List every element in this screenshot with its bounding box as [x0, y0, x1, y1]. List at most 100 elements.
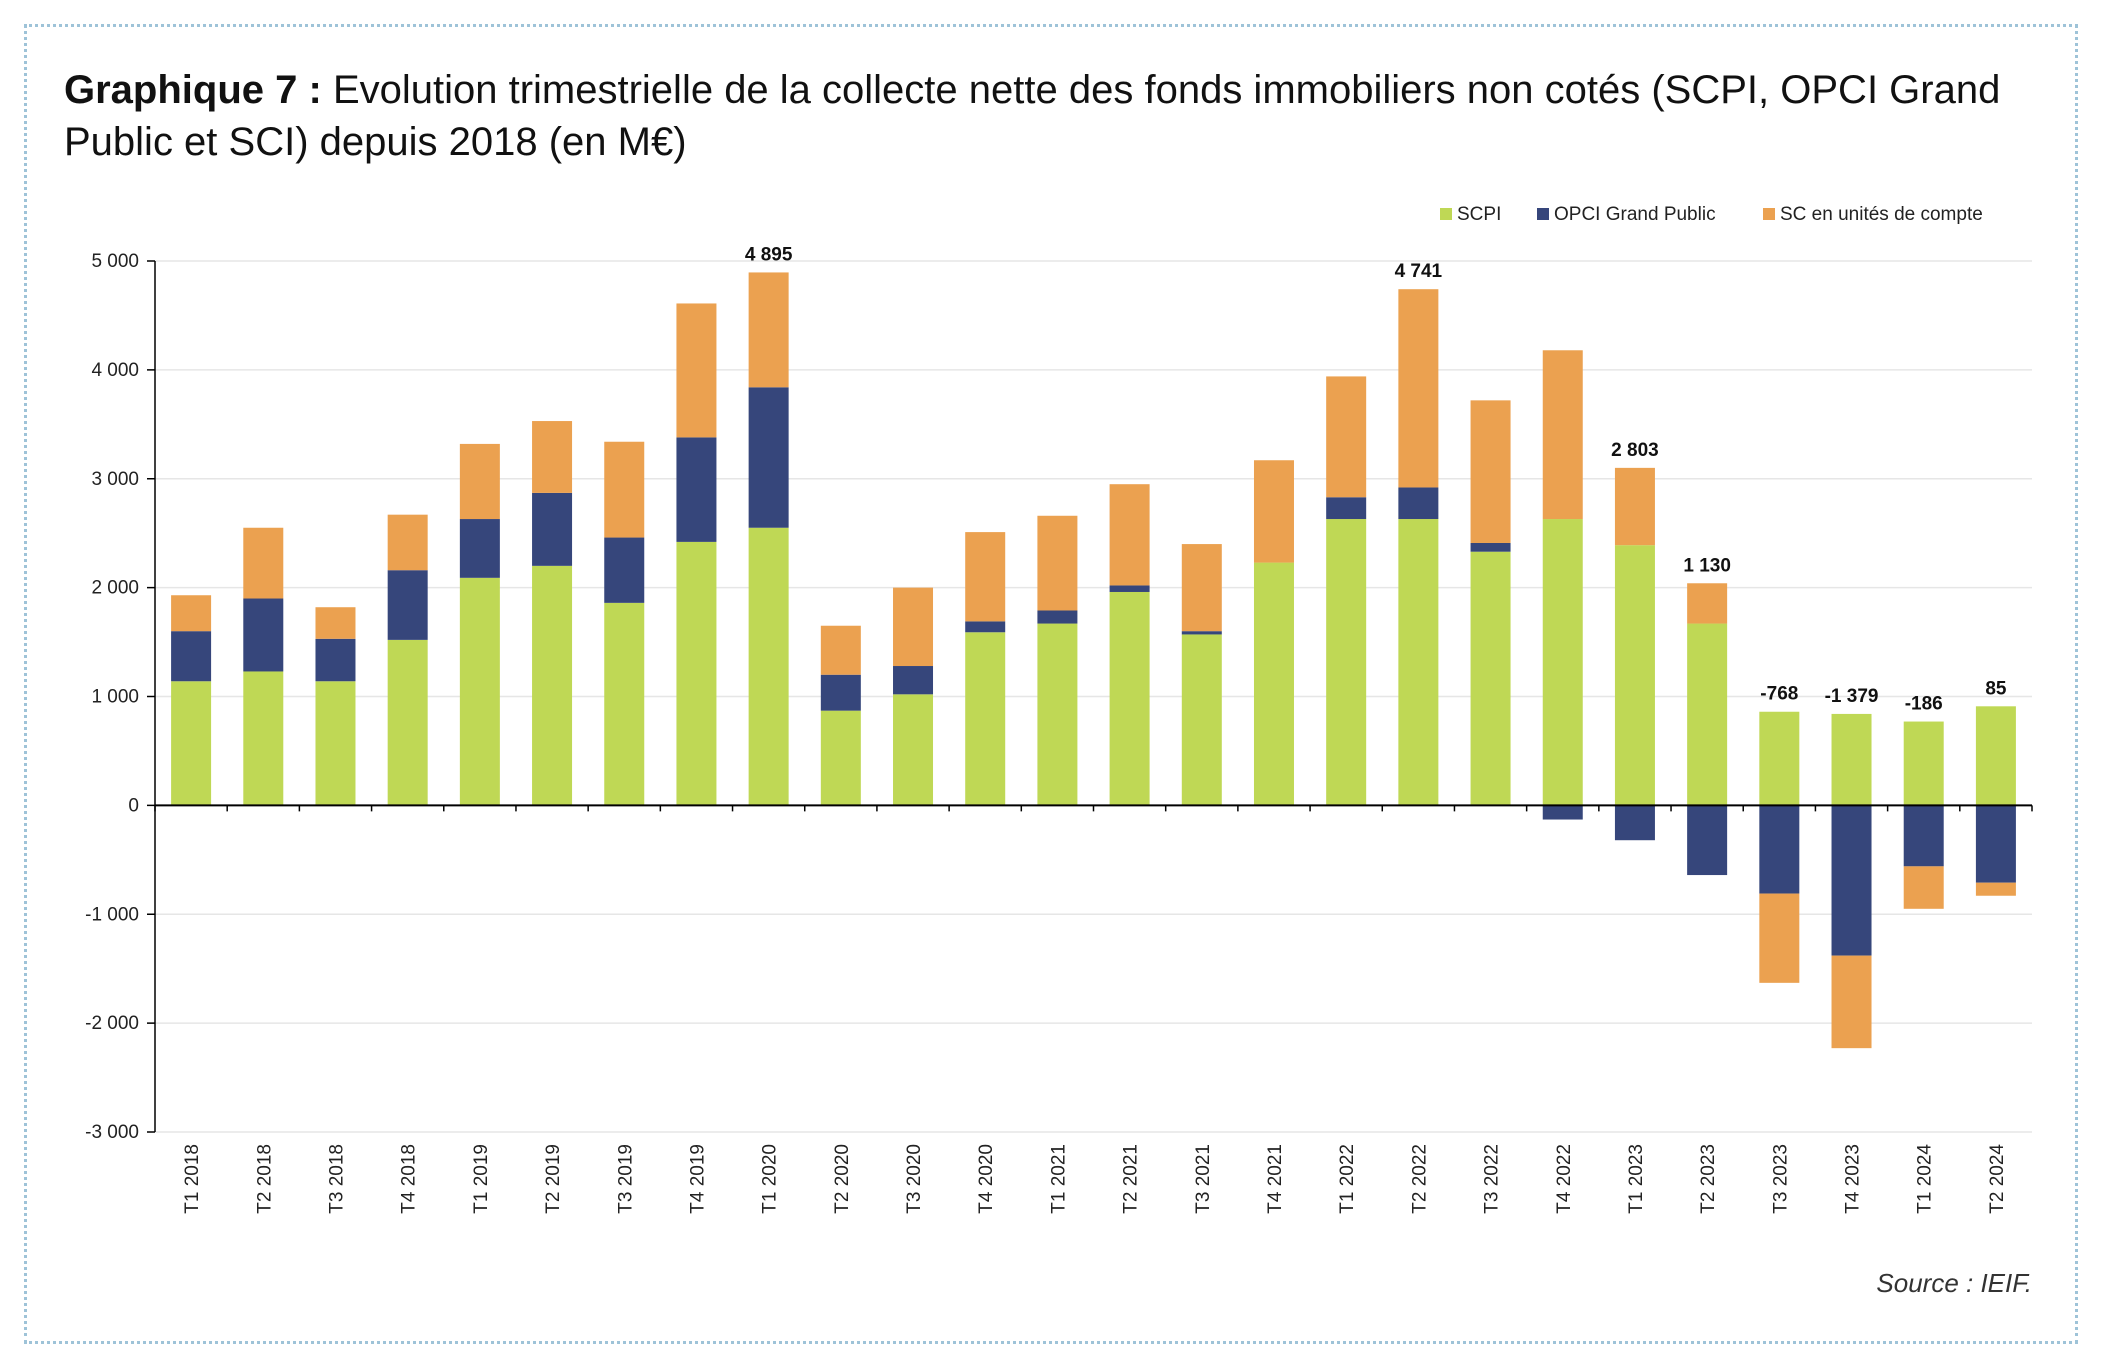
legend-swatch-sc	[1763, 208, 1775, 220]
x-tick-label: T2 2021	[1121, 1144, 1142, 1214]
x-tick-label: T4 2023	[1843, 1144, 1864, 1214]
bar-opci	[1181, 631, 1222, 635]
bar-sc	[315, 607, 356, 639]
x-tick-label: T2 2023	[1698, 1144, 1719, 1214]
x-tick-label: T1 2018	[182, 1144, 203, 1214]
bar-opci	[1470, 542, 1511, 552]
x-tick-label: T4 2018	[399, 1144, 420, 1214]
bar-scpi	[1037, 623, 1078, 806]
x-tick-label: T1 2023	[1626, 1144, 1647, 1214]
bar-sc	[532, 421, 573, 493]
x-tick-label: T1 2024	[1915, 1144, 1936, 1214]
x-tick-label: T1 2019	[471, 1144, 492, 1214]
bar-opci	[1759, 805, 1800, 894]
bar-sc	[1687, 583, 1728, 624]
bar-opci	[1975, 805, 2016, 883]
total-data-label: 1 130	[1683, 555, 1731, 576]
bar-sc	[1903, 866, 1944, 909]
bar-opci	[893, 666, 934, 695]
bar-sc	[243, 527, 284, 599]
bar-opci	[748, 387, 789, 528]
bar-opci	[1109, 585, 1150, 592]
x-tick-label: T4 2022	[1554, 1144, 1575, 1214]
bar-scpi	[459, 577, 500, 806]
x-tick-label: T2 2020	[832, 1144, 853, 1214]
total-data-label: 4 741	[1395, 261, 1443, 282]
bar-scpi	[1253, 562, 1294, 806]
bar-sc	[1181, 544, 1222, 632]
bar-scpi	[893, 694, 934, 806]
bar-scpi	[1975, 706, 2016, 806]
chart-frame	[24, 24, 2078, 1344]
bar-scpi	[171, 681, 212, 806]
bar-opci	[676, 437, 717, 542]
y-tick-label: 5 000	[91, 251, 139, 272]
y-tick-label: 4 000	[91, 360, 139, 381]
x-tick-label: T2 2018	[254, 1144, 275, 1214]
bar-opci	[1542, 805, 1583, 820]
bar-sc	[1109, 484, 1150, 586]
bar-scpi	[1759, 711, 1800, 806]
x-tick-label: T3 2020	[904, 1144, 925, 1214]
bar-sc	[1470, 400, 1511, 543]
chart-title: Graphique 7 : Evolution trimestrielle de…	[64, 64, 2004, 168]
bar-opci	[604, 537, 645, 603]
chart-title-text: Evolution trimestrielle de la collecte n…	[64, 68, 2001, 164]
bar-sc	[1759, 893, 1800, 983]
bar-scpi	[1326, 519, 1367, 806]
legend-label-sc: SC en unités de compte	[1780, 204, 1983, 225]
bar-sc	[459, 443, 500, 520]
bar-scpi	[1109, 591, 1150, 806]
bar-scpi	[1181, 634, 1222, 806]
bar-sc	[1326, 376, 1367, 498]
bar-opci	[459, 519, 500, 578]
bar-opci	[1687, 805, 1728, 876]
total-data-label: -186	[1905, 694, 1943, 715]
legend-swatch-scpi	[1440, 208, 1452, 220]
bar-opci	[965, 621, 1006, 633]
total-data-label: 4 895	[745, 244, 793, 265]
bar-opci	[1903, 805, 1944, 867]
bar-opci	[1831, 805, 1872, 956]
bar-sc	[820, 625, 861, 675]
bar-opci	[1398, 487, 1439, 520]
x-tick-label: T3 2019	[615, 1144, 636, 1214]
bar-scpi	[1831, 713, 1872, 806]
bar-sc	[604, 441, 645, 538]
total-data-label: 2 803	[1611, 440, 1659, 461]
y-tick-label: -2 000	[85, 1013, 139, 1034]
x-tick-label: T3 2022	[1482, 1144, 1503, 1214]
legend-label-opci: OPCI Grand Public	[1554, 204, 1716, 225]
bar-scpi	[532, 565, 573, 806]
bar-opci	[1614, 805, 1655, 841]
bar-sc	[171, 595, 212, 632]
bar-opci	[820, 674, 861, 711]
x-tick-label: T4 2021	[1265, 1144, 1286, 1214]
bar-scpi	[748, 527, 789, 806]
x-tick-label: T1 2020	[760, 1144, 781, 1214]
bar-sc	[387, 514, 428, 571]
bar-sc	[1253, 460, 1294, 563]
bar-sc	[1037, 515, 1078, 611]
bar-scpi	[820, 710, 861, 806]
x-tick-label: T1 2021	[1048, 1144, 1069, 1214]
y-tick-label: 1 000	[91, 687, 139, 708]
bar-scpi	[387, 639, 428, 806]
bar-sc	[1831, 955, 1872, 1049]
bar-sc	[965, 532, 1006, 622]
total-data-label: 85	[1985, 678, 2007, 699]
bar-scpi	[1687, 623, 1728, 806]
bar-scpi	[1470, 551, 1511, 806]
x-tick-label: T2 2024	[1987, 1144, 2008, 1214]
bar-sc	[1614, 467, 1655, 546]
bar-sc	[748, 272, 789, 388]
bar-scpi	[676, 541, 717, 806]
bar-scpi	[1614, 545, 1655, 806]
bar-opci	[1326, 497, 1367, 520]
x-tick-label: T2 2022	[1409, 1144, 1430, 1214]
bar-opci	[532, 492, 573, 566]
y-tick-label: 2 000	[91, 578, 139, 599]
legend-label-scpi: SCPI	[1457, 204, 1501, 225]
bar-opci	[315, 638, 356, 682]
